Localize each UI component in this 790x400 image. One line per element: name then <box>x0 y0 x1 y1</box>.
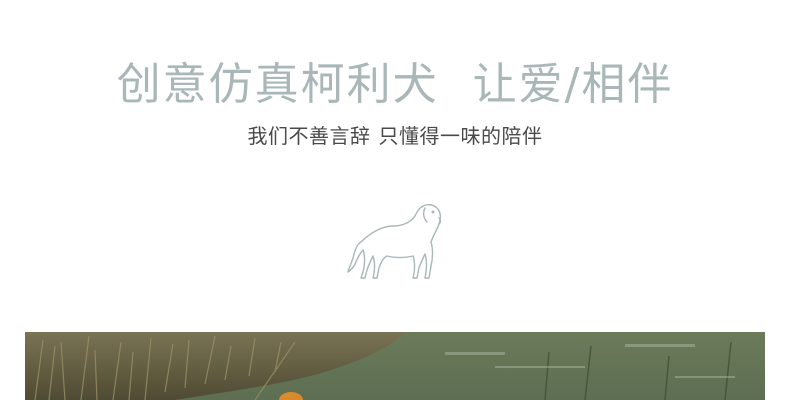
hero-subtitle-right: 只懂得一味的陪伴 <box>378 124 543 148</box>
hero-title: 创意仿真柯利犬 让爱/相伴 <box>0 56 790 114</box>
hero-subtitle-left: 我们不善言辞 <box>247 124 371 148</box>
hero-title-right: 让爱/相伴 <box>472 59 674 110</box>
product-photo <box>25 332 765 400</box>
hero-subtitle: 我们不善言辞 只懂得一味的陪伴 <box>0 122 790 150</box>
hero-title-left: 创意仿真柯利犬 <box>116 59 439 110</box>
dog-outline-icon <box>343 202 447 284</box>
